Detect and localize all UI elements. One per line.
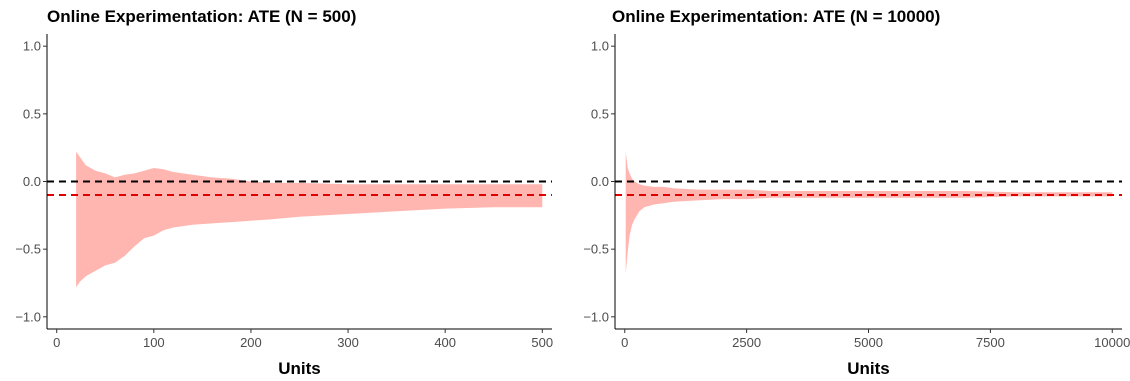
y-tick-label: −1.0 [583, 309, 609, 324]
y-tick-label: −1.0 [15, 309, 41, 324]
x-tick-label: 0 [53, 335, 60, 350]
chart-panel-n10000: Online Experimentation: ATE (N = 10000) −… [565, 0, 1130, 381]
x-tick-label: 400 [434, 335, 456, 350]
x-tick-label: 10000 [1094, 335, 1130, 350]
x-tick-label: 5000 [854, 335, 883, 350]
chart-panel-n500: Online Experimentation: ATE (N = 500) −1.… [15, 7, 553, 378]
x-tick-label: 200 [240, 335, 262, 350]
ate-chart-n500: Online Experimentation: ATE (N = 500) −1.… [15, 7, 553, 378]
x-tick-label: 100 [143, 335, 165, 350]
y-tick-label: −0.5 [583, 242, 609, 257]
y-tick-label: 1.0 [591, 39, 609, 54]
confidence-band [76, 151, 543, 288]
y-tick-label: 0.5 [591, 106, 609, 121]
x-axis-label: Units [847, 359, 890, 378]
y-tick-label: 0.5 [23, 106, 41, 121]
y-tick-label: 0.0 [23, 174, 41, 189]
x-tick-label: 500 [531, 335, 553, 350]
x-tick-label: 0 [621, 335, 628, 350]
confidence-band [625, 151, 1113, 274]
chart-title: Online Experimentation: ATE (N = 10000) [612, 7, 940, 26]
x-tick-label: 7500 [976, 335, 1005, 350]
y-tick-label: 1.0 [23, 39, 41, 54]
chart-title: Online Experimentation: ATE (N = 500) [47, 7, 356, 26]
x-tick-label: 300 [337, 335, 359, 350]
x-tick-label: 2500 [732, 335, 761, 350]
x-axis-label: Units [278, 359, 321, 378]
y-tick-label: 0.0 [591, 174, 609, 189]
ate-chart-n10000: Online Experimentation: ATE (N = 10000) −… [583, 7, 1130, 378]
y-tick-label: −0.5 [15, 242, 41, 257]
